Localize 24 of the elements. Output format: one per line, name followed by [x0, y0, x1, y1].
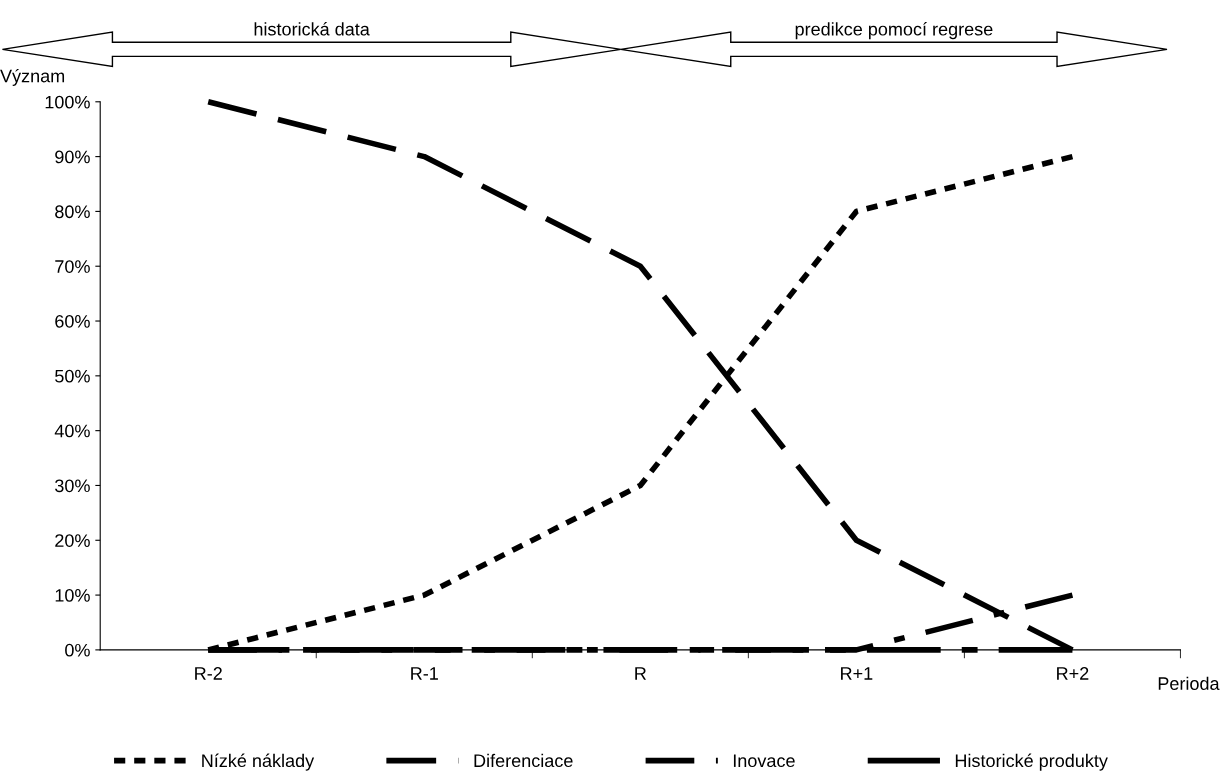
- x-tick-label: R: [635, 667, 647, 680]
- y-tick-label: 0%: [65, 643, 90, 657]
- legend-label: Historické produkty: [955, 753, 1108, 771]
- text: historická data: [254, 22, 370, 36]
- y-tick-label: 50%: [55, 369, 90, 383]
- x-tick-label: R+1: [841, 667, 873, 680]
- y-tick-label: 60%: [55, 314, 90, 328]
- legend-label: Nízké náklady: [202, 753, 315, 771]
- legend-label: Diferenciace: [474, 753, 573, 768]
- x-axis-title: Perioda: [1158, 676, 1220, 690]
- y-tick-label: 40%: [54, 424, 90, 438]
- y-tick-label: 100%: [45, 95, 90, 109]
- y-tick-label: 80%: [55, 205, 90, 219]
- y-tick-label: 30%: [55, 479, 90, 493]
- y-tick-label: 20%: [55, 534, 90, 547]
- text: predikce pomocí regrese: [795, 22, 993, 40]
- y-tick-label: 10%: [55, 589, 90, 602]
- x-tick-label: R-1: [411, 667, 438, 680]
- y-axis-title: Význam: [0, 68, 65, 86]
- x-tick-label: R+2: [1057, 667, 1089, 680]
- x-tick-label: R-2: [195, 667, 222, 680]
- legend-label: Inovace: [733, 754, 795, 768]
- y-tick-label: 90%: [55, 150, 90, 164]
- y-tick-label: 70%: [55, 260, 90, 273]
